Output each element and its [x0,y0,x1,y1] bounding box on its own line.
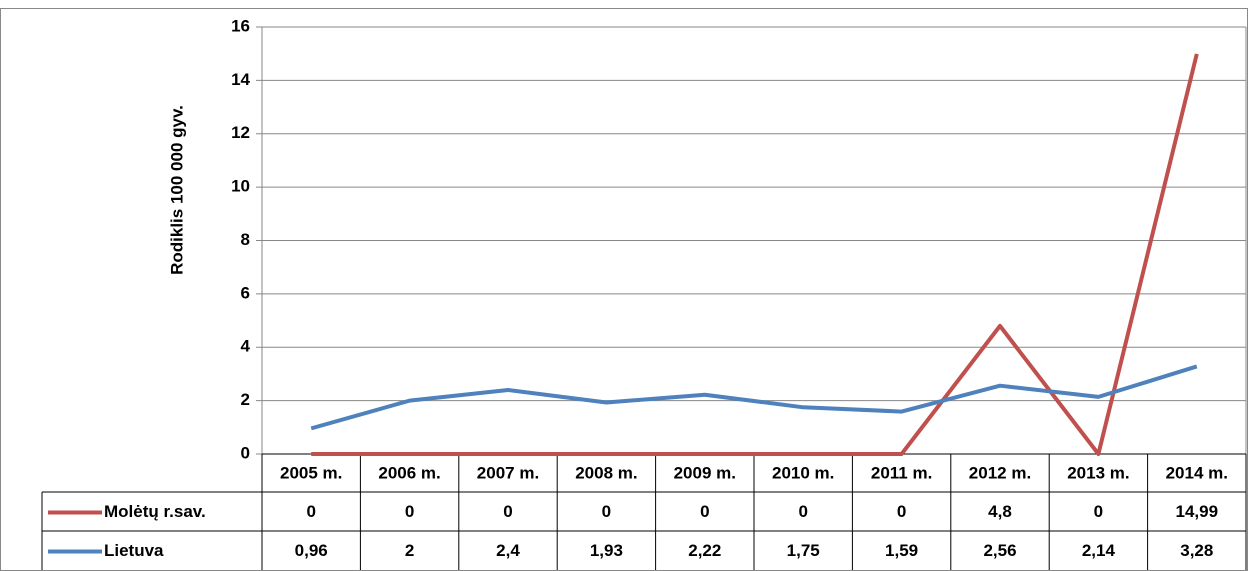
table-value: 1,93 [590,541,623,560]
y-axis-label: Rodiklis 100 000 gyv. [167,105,186,275]
table-value: 0 [503,502,512,521]
y-tick-label: 2 [241,390,250,409]
table-value: 2,22 [688,541,721,560]
legend-label: Lietuva [104,541,164,560]
table-value: 14,99 [1176,502,1219,521]
table-value: 0 [798,502,807,521]
x-tick-label: 2008 m. [575,463,637,482]
legend-label: Molėtų r.sav. [104,502,206,521]
y-tick-label: 6 [241,283,250,302]
x-tick-label: 2009 m. [674,463,736,482]
table-value: 0 [1094,502,1103,521]
table-value: 4,8 [988,502,1012,521]
table-value: 2,56 [983,541,1016,560]
table-value: 1,75 [787,541,820,560]
table-value: 2,4 [496,541,520,560]
x-tick-label: 2011 m. [871,463,932,482]
chart-frame [0,8,1248,571]
y-tick-label: 12 [231,123,250,142]
x-tick-label: 2013 m. [1067,463,1129,482]
x-tick-label: 2010 m. [772,463,834,482]
table-value: 0 [602,502,611,521]
table-value: 1,59 [885,541,918,560]
table-value: 2 [405,541,414,560]
table-value: 0,96 [295,541,328,560]
y-tick-label: 4 [241,337,251,356]
table-value: 0 [405,502,414,521]
y-tick-label: 14 [231,70,250,89]
x-tick-label: 2014 m. [1166,463,1228,482]
table-value: 3,28 [1180,541,1213,560]
y-tick-label: 10 [231,177,250,196]
series-line [310,364,1198,431]
table-value: 0 [700,502,709,521]
y-tick-label: 16 [231,16,250,35]
x-tick-label: 2006 m. [378,463,440,482]
table-value: 0 [306,502,315,521]
x-tick-label: 2005 m. [280,463,342,482]
table-value: 2,14 [1082,541,1116,560]
x-tick-label: 2007 m. [477,463,539,482]
x-tick-label: 2012 m. [969,463,1031,482]
table-value: 0 [897,502,906,521]
y-tick-label: 0 [241,443,250,462]
y-tick-label: 8 [241,230,250,249]
